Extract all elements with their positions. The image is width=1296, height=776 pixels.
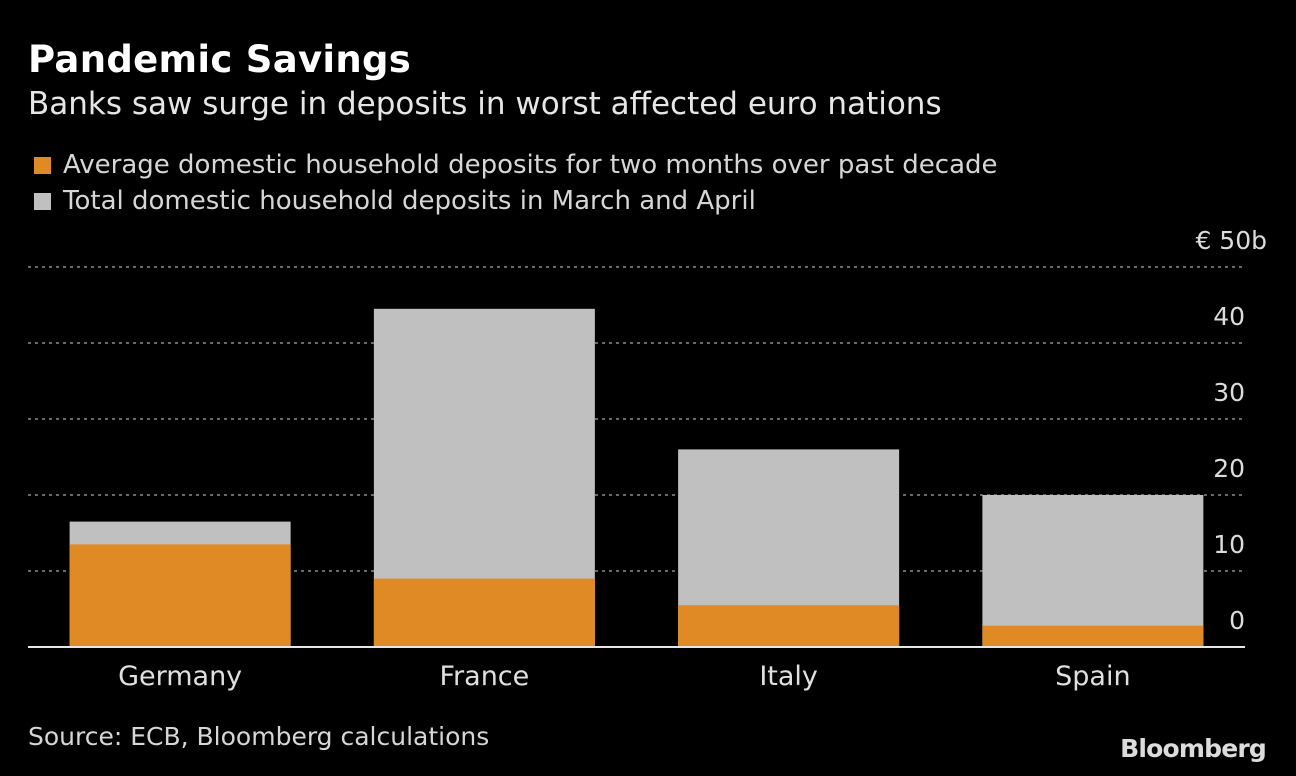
- legend-item-total: Total domestic household deposits in Mar…: [34, 186, 756, 216]
- category-label-spain: Spain: [1055, 661, 1130, 692]
- legend-swatch-average: [34, 156, 51, 174]
- bar-average-germany: [69, 544, 291, 647]
- legend-label-total: Total domestic household deposits in Mar…: [63, 186, 756, 216]
- y-unit-label: € 50b: [1195, 226, 1267, 255]
- chart-subtitle: Banks saw surge in deposits in worst aff…: [28, 86, 942, 122]
- y-tick-label-10: 10: [1213, 530, 1245, 559]
- chart-title: Pandemic Savings: [28, 38, 412, 81]
- y-tick-label-40: 40: [1213, 302, 1245, 331]
- legend-swatch-total: [34, 192, 51, 210]
- bar-average-spain: [982, 625, 1204, 647]
- category-label-germany: Germany: [118, 661, 242, 692]
- y-tick-label-20: 20: [1213, 454, 1245, 483]
- legend-label-average: Average domestic household deposits for …: [63, 150, 998, 180]
- legend-item-average: Average domestic household deposits for …: [34, 150, 998, 180]
- bloomberg-logo: Bloomberg: [1120, 734, 1267, 763]
- bar-total-spain: [982, 495, 1204, 647]
- y-tick-label-30: 30: [1213, 378, 1245, 407]
- bar-average-france: [373, 578, 595, 647]
- bar-average-italy: [678, 605, 900, 647]
- category-label-france: France: [439, 661, 529, 692]
- y-tick-label-0: 0: [1229, 606, 1245, 635]
- category-label-italy: Italy: [759, 661, 818, 692]
- source-note: Source: ECB, Bloomberg calculations: [28, 722, 490, 751]
